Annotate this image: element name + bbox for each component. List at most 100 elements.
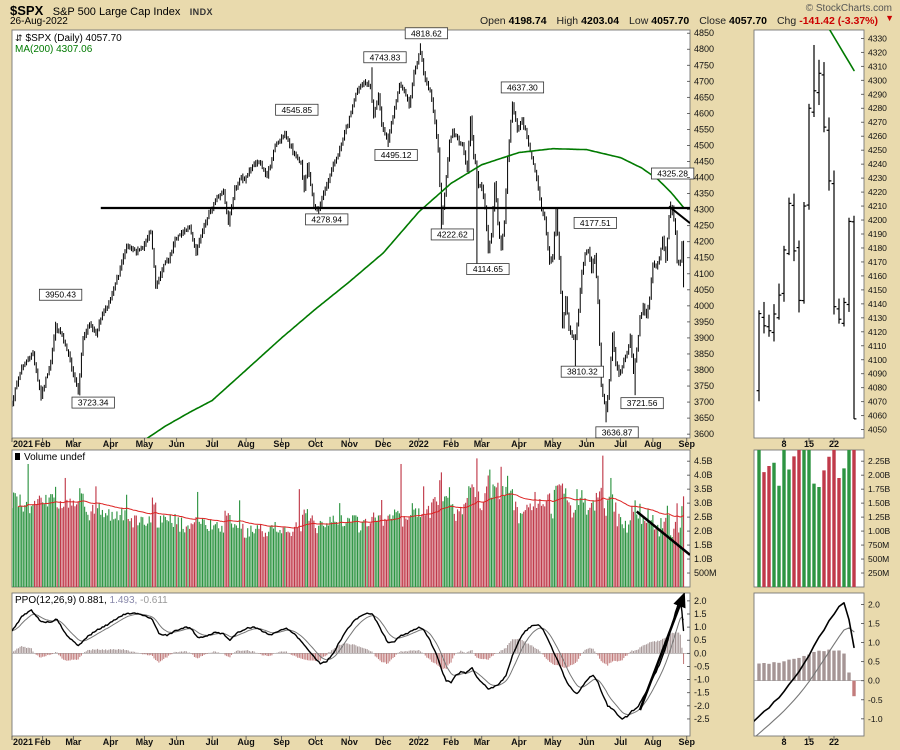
ma-legend-label: MA(200) 4307.06 bbox=[15, 44, 93, 55]
exchange-label: INDX bbox=[189, 7, 213, 17]
svg-text:4240: 4240 bbox=[868, 159, 887, 169]
svg-text:May: May bbox=[544, 737, 562, 747]
svg-text:3723.34: 3723.34 bbox=[78, 398, 109, 408]
svg-text:4750: 4750 bbox=[694, 60, 714, 70]
svg-text:4200: 4200 bbox=[868, 215, 887, 225]
svg-text:4140: 4140 bbox=[868, 299, 887, 309]
svg-text:2.0: 2.0 bbox=[868, 599, 880, 609]
close-value: 4057.70 bbox=[729, 15, 768, 27]
svg-text:Feb: Feb bbox=[35, 737, 52, 747]
svg-text:1.0: 1.0 bbox=[868, 638, 880, 648]
svg-text:3700: 3700 bbox=[694, 397, 714, 407]
svg-text:3900: 3900 bbox=[694, 333, 714, 343]
svg-text:4160: 4160 bbox=[868, 271, 887, 281]
svg-text:Mar: Mar bbox=[65, 439, 82, 449]
svg-text:3810.32: 3810.32 bbox=[567, 367, 598, 377]
svg-text:22: 22 bbox=[829, 439, 839, 449]
svg-text:1.5: 1.5 bbox=[694, 609, 707, 619]
svg-text:Jun: Jun bbox=[169, 439, 185, 449]
svg-text:-1.5: -1.5 bbox=[694, 688, 710, 698]
svg-text:Aug: Aug bbox=[237, 439, 255, 449]
svg-text:4290: 4290 bbox=[868, 89, 887, 99]
price-main-panel: 3950.43 3723.34 4545.85 4495.12 4743.83 4818.… bbox=[11, 27, 714, 449]
svg-text:Oct: Oct bbox=[308, 439, 323, 449]
svg-text:4110: 4110 bbox=[868, 341, 887, 351]
svg-text:4270: 4270 bbox=[868, 117, 887, 127]
svg-text:8: 8 bbox=[781, 737, 786, 747]
volume-legend: Volume undef bbox=[15, 452, 85, 464]
svg-text:4070: 4070 bbox=[868, 397, 887, 407]
svg-text:4800: 4800 bbox=[694, 44, 714, 54]
svg-text:4150: 4150 bbox=[868, 285, 887, 295]
svg-text:Nov: Nov bbox=[341, 439, 358, 449]
svg-text:15: 15 bbox=[804, 737, 814, 747]
svg-text:4100: 4100 bbox=[868, 355, 887, 365]
svg-text:-0.5: -0.5 bbox=[694, 661, 710, 671]
svg-text:Jul: Jul bbox=[206, 737, 219, 747]
svg-text:-2.0: -2.0 bbox=[694, 701, 710, 711]
svg-text:4170: 4170 bbox=[868, 257, 887, 267]
svg-text:1.0: 1.0 bbox=[694, 622, 707, 632]
svg-text:750M: 750M bbox=[868, 540, 889, 550]
svg-text:3950: 3950 bbox=[694, 317, 714, 327]
svg-text:0.5: 0.5 bbox=[694, 635, 707, 645]
svg-text:4000: 4000 bbox=[694, 301, 714, 311]
svg-text:22: 22 bbox=[829, 737, 839, 747]
svg-text:4222.62: 4222.62 bbox=[437, 229, 468, 239]
chg-label: Chg bbox=[776, 15, 797, 27]
svg-text:Mar: Mar bbox=[65, 737, 82, 747]
svg-text:Jul: Jul bbox=[206, 439, 219, 449]
svg-text:Apr: Apr bbox=[511, 439, 527, 449]
svg-text:Sep: Sep bbox=[679, 737, 696, 747]
svg-text:-0.5: -0.5 bbox=[868, 695, 883, 705]
ppo-legend: PPO(12,26,9) 0.881, 1.493, -0.611 bbox=[15, 595, 168, 607]
svg-text:2022: 2022 bbox=[409, 439, 429, 449]
svg-text:-1.0: -1.0 bbox=[868, 714, 883, 724]
svg-text:3636.87: 3636.87 bbox=[602, 427, 633, 437]
svg-text:4250: 4250 bbox=[868, 145, 887, 155]
svg-text:4325.28: 4325.28 bbox=[657, 169, 688, 179]
volume-swatch-icon bbox=[15, 453, 20, 460]
low-label: Low bbox=[629, 15, 649, 27]
svg-text:0.0: 0.0 bbox=[868, 676, 880, 686]
svg-text:3.0B: 3.0B bbox=[694, 498, 713, 508]
svg-text:4600: 4600 bbox=[694, 108, 714, 118]
ppo-mini-panel: 2.0 1.5 1.0 0.5 0.0 -0.5 -1.0 8 15 22 bbox=[753, 592, 883, 747]
svg-text:2021: 2021 bbox=[13, 737, 33, 747]
svg-text:Feb: Feb bbox=[443, 737, 460, 747]
svg-text:-2.5: -2.5 bbox=[694, 714, 710, 724]
svg-text:Aug: Aug bbox=[644, 737, 662, 747]
svg-text:Sep: Sep bbox=[679, 439, 696, 449]
svg-text:Feb: Feb bbox=[443, 439, 460, 449]
svg-text:-1.0: -1.0 bbox=[694, 675, 710, 685]
svg-text:3800: 3800 bbox=[694, 365, 714, 375]
svg-text:3950.43: 3950.43 bbox=[45, 290, 76, 300]
price-legend: ⇵ $SPX (Daily) 4057.70 bbox=[15, 32, 122, 45]
svg-text:500M: 500M bbox=[694, 568, 717, 578]
svg-text:Mar: Mar bbox=[474, 439, 491, 449]
svg-text:Apr: Apr bbox=[103, 439, 119, 449]
svg-text:4495.12: 4495.12 bbox=[381, 150, 412, 160]
quote-bar: Open 4198.74 High 4203.04 Low 4057.70 Close… bbox=[473, 15, 878, 27]
symbol-label: $SPX bbox=[10, 3, 44, 18]
volume-mini-panel: 2.25B 2.00B 1.75B 1.50B 1.25B 1.00B 750M 500M 25… bbox=[753, 449, 891, 588]
svg-text:2021: 2021 bbox=[13, 439, 33, 449]
svg-text:Jul: Jul bbox=[614, 737, 627, 747]
svg-text:3650: 3650 bbox=[694, 413, 714, 423]
svg-text:Apr: Apr bbox=[103, 737, 119, 747]
svg-text:4450: 4450 bbox=[694, 157, 714, 167]
svg-text:4310: 4310 bbox=[868, 61, 887, 71]
svg-text:4818.62: 4818.62 bbox=[411, 28, 442, 38]
svg-text:4180: 4180 bbox=[868, 243, 887, 253]
svg-text:4700: 4700 bbox=[694, 76, 714, 86]
svg-text:4350: 4350 bbox=[694, 189, 714, 199]
svg-text:4637.30: 4637.30 bbox=[507, 82, 538, 92]
svg-text:4320: 4320 bbox=[868, 47, 887, 57]
low-value: 4057.70 bbox=[651, 15, 690, 27]
ma-legend: MA(200) 4307.06 bbox=[15, 44, 92, 56]
svg-text:May: May bbox=[136, 439, 154, 449]
svg-text:4330: 4330 bbox=[868, 33, 887, 43]
